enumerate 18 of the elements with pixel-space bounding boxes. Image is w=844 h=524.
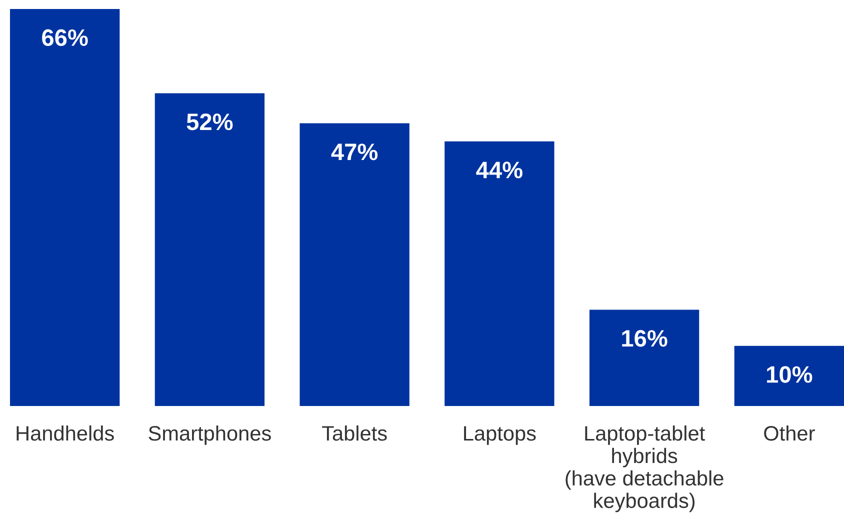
data-label: 66% — [42, 29, 88, 46]
data-label: 10% — [767, 366, 812, 383]
data-label: 44% — [476, 162, 522, 178]
data-label: 16% — [622, 330, 668, 347]
bar — [589, 310, 700, 406]
bar — [444, 141, 554, 406]
x-tick-label: Handhelds — [16, 425, 114, 441]
x-tick-label: Tablets — [322, 425, 387, 441]
x-tick-label: Other — [764, 425, 815, 441]
data-label: 52% — [186, 113, 233, 130]
bar — [154, 93, 265, 406]
x-tick-label: Smartphones — [148, 425, 271, 445]
bar — [10, 9, 120, 406]
bar — [734, 346, 844, 406]
data-label: 47% — [331, 144, 378, 160]
x-tick-label: Laptop-tablet hybrids (have detachable keyboards) — [566, 425, 724, 512]
x-tick-label: Laptops — [464, 426, 536, 445]
bar — [300, 123, 410, 406]
